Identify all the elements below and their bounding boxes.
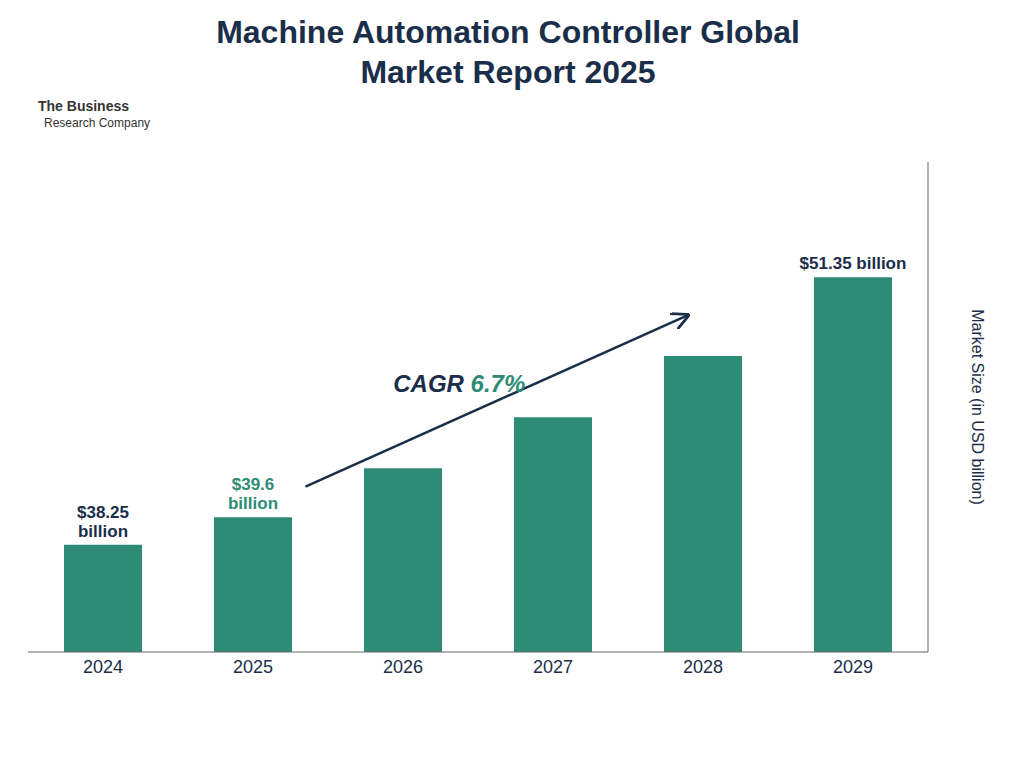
svg-text:$39.6billion: $39.6billion [228, 475, 278, 513]
svg-text:2028: 2028 [683, 657, 723, 677]
html-text:Machine Automation Controller: Machine Automation Controller Global Mar… [216, 14, 800, 90]
svg-text:2027: 2027 [533, 657, 573, 677]
svg-text:$51.35 billion: $51.35 billion [800, 254, 907, 273]
html-text:The Business: The Business [38, 98, 129, 114]
svg-text:$38.25billion: $38.25billion [77, 503, 129, 541]
html-text:Research Company: Research Company [44, 116, 151, 130]
svg-text:2029: 2029 [833, 657, 873, 677]
svg-text:2025: 2025 [233, 657, 273, 677]
svg-text:2024: 2024 [83, 657, 123, 677]
svg-text:CAGR 6.7%: CAGR 6.7% [393, 370, 525, 397]
svg-text:Market Size (in USD billion): Market Size (in USD billion) [969, 309, 986, 505]
svg-text:2026: 2026 [383, 657, 423, 677]
